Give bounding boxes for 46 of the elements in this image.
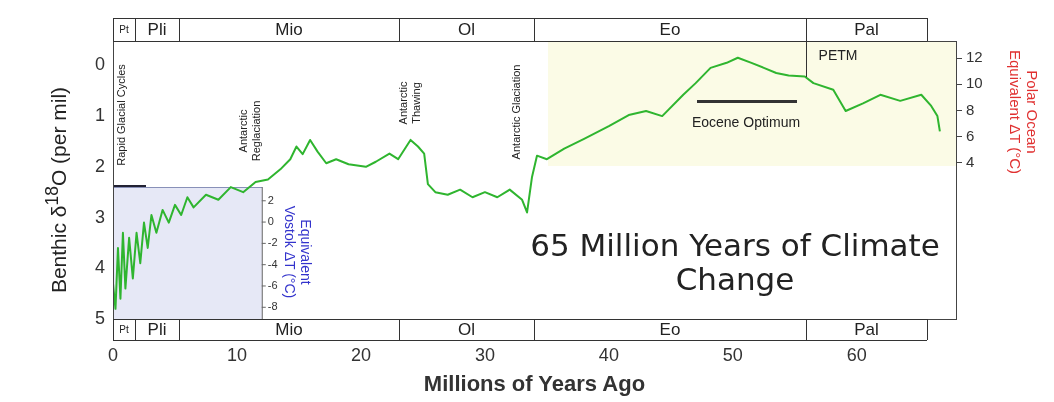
x-tick-label: 50 — [722, 344, 743, 365]
annotation: Eocene Optimum — [691, 113, 801, 130]
x-tick-label: 60 — [846, 344, 867, 365]
x-axis-title: Millions of Years Ago — [423, 370, 646, 396]
x-tick-label: 20 — [350, 344, 371, 365]
y-tick-label: 0 — [94, 54, 105, 75]
y2-tick-label: 12 — [966, 48, 983, 66]
y3-axis-title: Equivalent Vostok ΔT (°C) — [282, 204, 314, 301]
y3-tick-label: -2 — [267, 236, 278, 249]
annotation: Antarctic Glaciation — [510, 64, 523, 160]
y3-tick-label: 2 — [267, 193, 274, 206]
y3-tick-label: 0 — [267, 215, 274, 228]
text: Mio — [275, 320, 303, 340]
y2-tick-label: 6 — [966, 126, 975, 144]
text: Ol — [458, 320, 475, 340]
y2-tick-label: 10 — [966, 74, 983, 92]
y-tick-label: 3 — [94, 206, 105, 227]
text: Pt — [119, 24, 129, 36]
y3-tick-label: -6 — [267, 279, 278, 292]
text: Pt — [119, 324, 129, 336]
y-tick-label: 5 — [94, 307, 105, 328]
y3-tick-label: -8 — [267, 300, 278, 313]
annotation: PETM — [818, 46, 858, 63]
text: Pal — [854, 320, 879, 340]
y2-tick-label: 8 — [966, 100, 975, 118]
x-tick-label: 0 — [107, 344, 119, 365]
annotation: Antarctic Thawing — [396, 81, 422, 125]
text: Eo — [659, 20, 681, 40]
text: Mio — [275, 20, 303, 40]
text: Ol — [458, 20, 475, 40]
annotation: Rapid Glacial Cycles — [115, 63, 128, 166]
y-tick-label: 4 — [94, 257, 105, 278]
y-tick-label: 2 — [94, 155, 105, 176]
y-tick-label: 1 — [94, 105, 105, 126]
y3-tick-label: -4 — [267, 257, 278, 270]
text: Pal — [854, 20, 879, 40]
text: Pli — [147, 320, 167, 340]
y2-axis-title: Polar Ocean Equivalent ΔT (°C) — [1007, 48, 1041, 177]
text: 65 Million Years of Climate Change — [529, 227, 941, 297]
y2-tick-label: 4 — [966, 153, 975, 171]
x-tick-label: 40 — [598, 344, 619, 365]
text: Pli — [147, 20, 167, 40]
x-tick-label: 30 — [474, 344, 495, 365]
text: Eo — [659, 320, 681, 340]
annotation: Antarctic Reglaciation — [236, 100, 262, 162]
x-tick-label: 10 — [226, 344, 247, 365]
